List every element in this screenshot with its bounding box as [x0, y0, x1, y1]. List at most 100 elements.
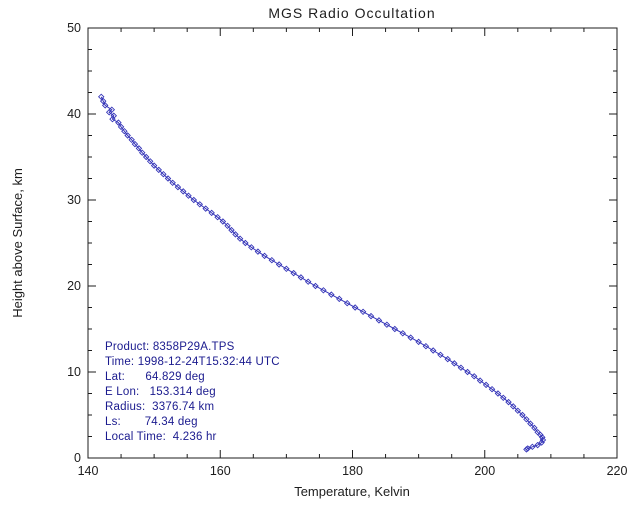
data-point-marker [523, 416, 530, 423]
data-point-marker [290, 269, 297, 277]
data-point-marker [422, 342, 430, 350]
data-point-marker [135, 145, 143, 152]
data-point-marker [429, 347, 437, 354]
data-point-marker [214, 213, 221, 221]
data-point-marker [470, 373, 478, 380]
data-point-marker [328, 291, 335, 298]
data-point-marker [444, 355, 451, 363]
annotation-line: E Lon: 153.314 deg [105, 386, 216, 398]
data-point-marker [160, 170, 167, 178]
data-point-marker [391, 325, 399, 333]
data-point-marker [531, 424, 538, 432]
annotation-line: Lat: 64.829 deg [105, 371, 205, 383]
y-tick-label: 40 [67, 107, 81, 121]
data-point-marker [268, 256, 276, 264]
data-point-marker [407, 334, 414, 341]
data-point-marker [248, 244, 255, 251]
data-point-marker [196, 201, 203, 208]
data-point-marker [224, 222, 231, 230]
data-point-marker [476, 377, 484, 384]
data-point-marker [283, 265, 290, 273]
y-tick-label: 50 [67, 21, 81, 35]
data-point-marker [105, 109, 113, 116]
data-point-marker [457, 364, 465, 371]
y-tick-label: 0 [74, 451, 81, 465]
data-point-marker [514, 407, 522, 414]
metadata-annotation: Product: 8358P29A.TPS Time: 1998-12-24T15… [105, 340, 280, 445]
data-point-marker [275, 261, 283, 268]
data-point-marker [343, 299, 351, 307]
data-point-marker [150, 162, 158, 169]
data-point-marker [527, 420, 534, 427]
y-tick-label: 20 [67, 279, 81, 293]
data-point-marker [464, 368, 471, 376]
annotation-line: Ls: 74.34 deg [105, 416, 198, 428]
data-point-marker [131, 140, 139, 148]
data-point-marker [146, 158, 154, 165]
x-tick-label: 200 [474, 464, 495, 478]
data-point-marker [236, 235, 244, 242]
data-point-marker [242, 239, 249, 247]
data-point-marker [367, 312, 375, 320]
data-point-marker [164, 175, 172, 182]
annotation-line: Radius: 3376.74 km [105, 401, 215, 413]
data-point-marker [534, 441, 541, 449]
annotation-line: Time: 1998-12-24T15:32:44 UTC [105, 356, 280, 368]
data-point-marker [509, 403, 517, 410]
data-point-marker [539, 436, 547, 444]
data-point-marker [261, 252, 268, 260]
x-tick-label: 140 [78, 464, 99, 478]
chart-title: MGS Radio Occultation [268, 5, 435, 21]
data-point-marker [185, 192, 192, 199]
data-point-marker [254, 248, 262, 255]
data-point-marker [115, 119, 122, 126]
temperature-profile-series [97, 93, 547, 453]
data-point-marker [202, 205, 209, 212]
data-point-marker [415, 338, 422, 346]
data-point-marker [232, 231, 239, 238]
data-point-marker [505, 398, 512, 406]
data-point-marker [174, 183, 182, 191]
data-point-marker [519, 411, 526, 419]
annotation-line: Local Time: 4.236 hr [105, 431, 217, 443]
y-tick-label: 30 [67, 193, 81, 207]
data-point-marker [101, 102, 109, 109]
x-tick-label: 160 [210, 464, 231, 478]
data-point-marker [219, 218, 227, 225]
data-point-marker [297, 274, 305, 281]
data-point-marker [228, 226, 235, 234]
data-point-marker [500, 394, 507, 402]
profile-line [100, 96, 544, 450]
data-point-marker [375, 317, 383, 324]
data-point-marker [538, 439, 545, 446]
data-point-marker [351, 304, 359, 311]
data-point-marker [399, 330, 406, 337]
data-point-marker [336, 295, 343, 303]
data-point-marker [169, 179, 176, 187]
x-axis-label: Temperature, Kelvin [294, 484, 410, 499]
data-point-marker [482, 381, 490, 389]
data-point-marker [138, 149, 146, 156]
data-point-marker [451, 360, 458, 367]
annotation-line: Product: 8358P29A.TPS [105, 341, 235, 353]
data-point-marker [117, 123, 125, 131]
data-point-marker [97, 93, 105, 101]
data-point-marker [128, 136, 135, 144]
y-tick-label: 10 [67, 365, 81, 379]
data-point-marker [99, 97, 107, 105]
axes: 140 160 180 200 220 0 10 20 30 40 50 [67, 21, 627, 478]
data-point-marker [359, 308, 367, 316]
data-point-marker [124, 132, 131, 139]
data-point-marker [304, 278, 312, 285]
x-tick-label: 220 [607, 464, 628, 478]
data-point-marker [142, 153, 150, 161]
data-point-marker [437, 351, 444, 359]
data-point-marker [488, 385, 496, 393]
y-axis-label: Height above Surface, km [10, 168, 25, 318]
data-point-marker [109, 115, 116, 123]
x-tick-label: 180 [342, 464, 363, 478]
data-point-marker [155, 166, 162, 174]
data-point-marker [208, 209, 215, 217]
data-point-marker [312, 282, 319, 290]
